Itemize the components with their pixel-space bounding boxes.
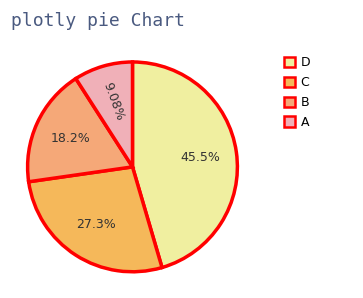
- Legend: D, C, B, A: D, C, B, A: [283, 55, 311, 130]
- Wedge shape: [29, 167, 162, 272]
- Text: 9.08%: 9.08%: [101, 80, 126, 122]
- Wedge shape: [28, 79, 132, 182]
- Text: 18.2%: 18.2%: [50, 132, 90, 145]
- Text: plotly pie Chart: plotly pie Chart: [11, 12, 185, 30]
- Text: 27.3%: 27.3%: [76, 218, 115, 231]
- Wedge shape: [76, 62, 132, 167]
- Wedge shape: [132, 62, 237, 268]
- Text: 45.5%: 45.5%: [180, 151, 220, 164]
